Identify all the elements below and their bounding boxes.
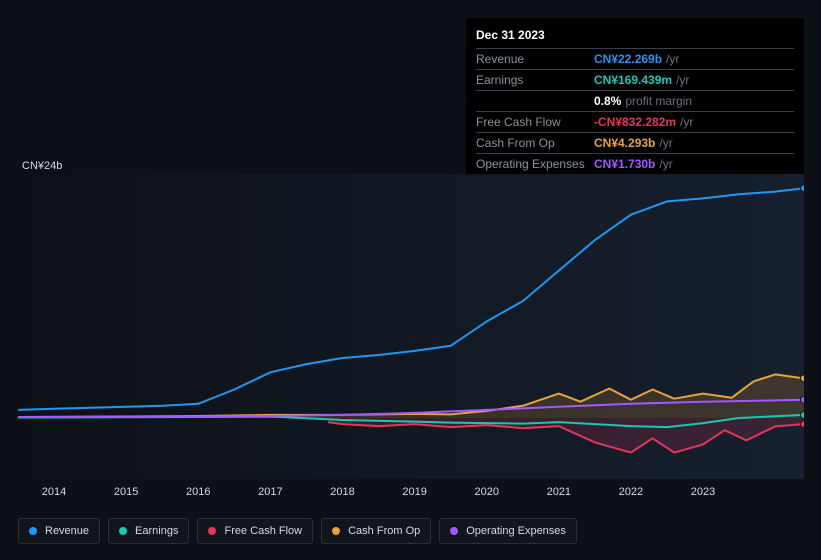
series-end-dot: [801, 411, 805, 418]
tooltip-row-label: Earnings: [476, 73, 594, 87]
x-axis-label: 2014: [42, 486, 66, 498]
tooltip-row-value: CN¥169.439m: [594, 73, 672, 87]
tooltip-row: Free Cash Flow-CN¥832.282m/yr: [476, 112, 794, 133]
y-axis-label: CN¥24b: [22, 160, 62, 172]
x-axis-label: 2017: [258, 486, 282, 498]
tooltip-row-unit: /yr: [676, 73, 689, 87]
legend: Revenue Earnings Free Cash Flow Cash From O…: [18, 518, 577, 544]
tooltip-row-value: CN¥22.269b: [594, 52, 662, 66]
legend-item[interactable]: Revenue: [18, 518, 100, 544]
tooltip-row: Cash From OpCN¥4.293b/yr: [476, 133, 794, 154]
chart-plot[interactable]: [18, 174, 804, 479]
legend-item[interactable]: Earnings: [108, 518, 189, 544]
tooltip-row-value: CN¥4.293b: [594, 136, 655, 150]
tooltip-date: Dec 31 2023: [476, 24, 794, 49]
tooltip-panel: Dec 31 2023 RevenueCN¥22.269b/yrEarnings…: [466, 18, 804, 180]
legend-swatch: [208, 527, 216, 535]
x-axis-label: 2021: [547, 486, 571, 498]
legend-label: Cash From Op: [348, 525, 420, 537]
tooltip-row: RevenueCN¥22.269b/yr: [476, 49, 794, 70]
tooltip-row-sub: 0.8% profit margin: [476, 91, 794, 112]
legend-item[interactable]: Free Cash Flow: [197, 518, 313, 544]
tooltip-row-unit: /yr: [659, 136, 672, 150]
chart-container: { "tooltip": { "title": "Dec 31 2023", "…: [0, 0, 821, 560]
x-axis-label: 2019: [402, 486, 426, 498]
tooltip-row-label: Free Cash Flow: [476, 115, 594, 129]
legend-label: Free Cash Flow: [224, 525, 302, 537]
x-axis-label: 2018: [330, 486, 354, 498]
tooltip-sub-value: 0.8%: [594, 94, 621, 108]
legend-swatch: [450, 527, 458, 535]
series-end-dot: [801, 396, 805, 403]
legend-item[interactable]: Cash From Op: [321, 518, 431, 544]
tooltip-row-label: Cash From Op: [476, 136, 594, 150]
x-axis-label: 2020: [474, 486, 498, 498]
series-end-dot: [801, 185, 805, 192]
legend-swatch: [332, 527, 340, 535]
legend-label: Revenue: [45, 525, 89, 537]
legend-swatch: [119, 527, 127, 535]
tooltip-row-unit: /yr: [680, 115, 693, 129]
legend-label: Earnings: [135, 525, 178, 537]
legend-item[interactable]: Operating Expenses: [439, 518, 577, 544]
tooltip-row-label: Revenue: [476, 52, 594, 66]
series-end-dot: [801, 375, 805, 382]
x-axis-label: 2023: [691, 486, 715, 498]
chart-area: CN¥24bCN¥0-CN¥6b 20142015201620172018201…: [18, 160, 804, 480]
x-axis-label: 2016: [186, 486, 210, 498]
tooltip-sub-unit: profit margin: [625, 94, 692, 108]
tooltip-row-unit: /yr: [666, 52, 679, 66]
tooltip-row-value: -CN¥832.282m: [594, 115, 676, 129]
x-axis-label: 2015: [114, 486, 138, 498]
legend-label: Operating Expenses: [466, 525, 566, 537]
tooltip-row: EarningsCN¥169.439m/yr: [476, 70, 794, 91]
series-end-dot: [801, 421, 805, 428]
x-axis-label: 2022: [619, 486, 643, 498]
legend-swatch: [29, 527, 37, 535]
